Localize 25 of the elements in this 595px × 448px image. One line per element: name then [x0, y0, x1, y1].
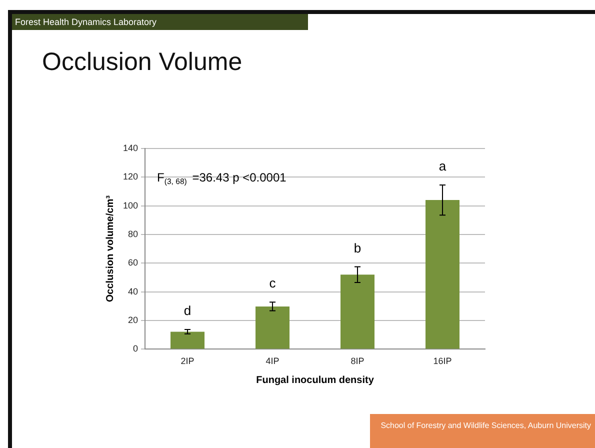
text: Forest Health Dynamics Laboratory: [12, 14, 308, 30]
bar: [340, 274, 375, 349]
x-tick-label: 2IP: [180, 356, 194, 366]
y-tick-label: 140: [122, 142, 138, 153]
y-axis-title: Occlusion volume/cm³: [104, 194, 116, 302]
bar: [426, 200, 460, 349]
bar: [170, 332, 205, 349]
text: School of Forestry and Wildlife Sciences, Auburn University: [370, 414, 595, 448]
y-tick-label: 100: [122, 200, 138, 210]
x-axis-title: Fungal inoculum density: [256, 374, 374, 386]
y-tick-label: 0: [133, 344, 138, 354]
y-tick-label: 60: [128, 258, 138, 268]
annotation: c: [269, 276, 276, 291]
y-tick-label: 120: [122, 172, 138, 182]
bar: [256, 306, 290, 349]
y-tick-label: 80: [128, 228, 138, 239]
annotation: d: [184, 303, 192, 318]
x-tick-label: 8IP: [350, 356, 364, 366]
y-tick-label: 40: [128, 286, 138, 296]
x-tick-label: 4IP: [266, 356, 280, 366]
annotation: a: [438, 158, 447, 174]
x-tick-label: 16IP: [433, 356, 452, 366]
y-tick-label: 20: [128, 315, 138, 325]
chart-title: Occlusion Volume: [42, 48, 242, 77]
annotation: b: [354, 240, 362, 256]
